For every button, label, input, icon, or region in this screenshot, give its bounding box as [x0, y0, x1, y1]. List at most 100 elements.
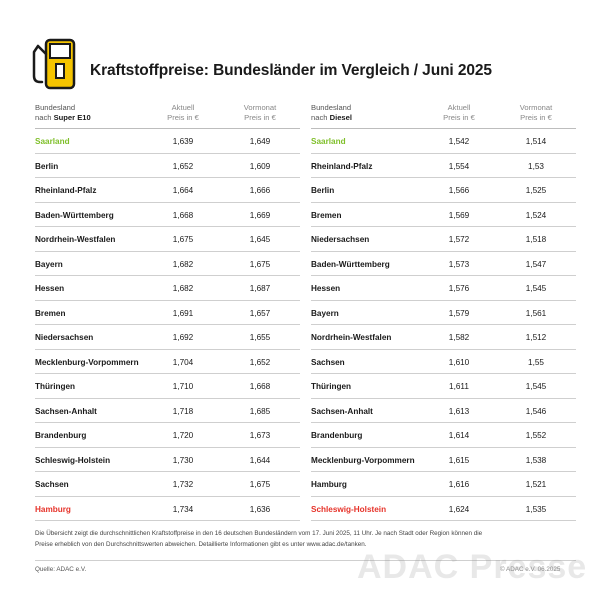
header-bundesland: Bundesland nach Diesel	[311, 103, 352, 122]
vormonat-price-cell: 1,655	[249, 333, 271, 342]
table-header: Bundesland nach Super E10 Aktuell Preis i…	[35, 102, 300, 129]
aktuell-price-cell: 1,613	[448, 406, 470, 416]
table-row: Berlin 1,566 1,525	[311, 178, 576, 203]
vormonat-price-cell: 1,535	[525, 504, 547, 514]
vormonat-price-cell: 1,545	[525, 382, 547, 391]
bundesland-cell: Bayern	[35, 259, 63, 269]
header-aktuell: Aktuell Preis in €	[443, 103, 475, 122]
vormonat-price-cell: 1,518	[525, 235, 547, 244]
table-row: Niedersachsen 1,692 1,655	[35, 325, 300, 350]
vormonat-price-cell: 1,636	[249, 504, 271, 514]
vormonat-price-cell: 1,645	[249, 235, 271, 244]
bundesland-cell: Nordrhein-Westfalen	[311, 333, 392, 342]
aktuell-price-cell: 1,616	[448, 480, 470, 489]
vormonat-price-cell: 1,545	[525, 284, 547, 293]
aktuell-price-cell: 1,710	[172, 382, 194, 391]
table-row: Sachsen-Anhalt 1,613 1,546	[311, 399, 576, 423]
vormonat-price-cell: 1,55	[528, 357, 544, 367]
bundesland-cell: Brandenburg	[35, 431, 87, 440]
header-vormonat: Vormonat Preis in €	[243, 103, 277, 122]
bundesland-cell: Hamburg	[35, 504, 71, 514]
aktuell-price-cell: 1,542	[448, 137, 470, 146]
table-row: Nordrhein-Westfalen 1,582 1,512	[311, 325, 576, 350]
aktuell-price-cell: 1,682	[172, 284, 194, 293]
vormonat-price-cell: 1,675	[249, 480, 271, 489]
bundesland-cell: Saarland	[35, 137, 70, 146]
vormonat-price-cell: 1,521	[525, 480, 547, 489]
bundesland-cell: Niedersachsen	[35, 333, 94, 342]
vormonat-price-cell: 1,666	[249, 186, 271, 195]
table-row: Schleswig-Holstein 1,624 1,535	[311, 497, 576, 521]
table-row: Saarland 1,542 1,514	[311, 129, 576, 154]
bundesland-cell: Hessen	[35, 284, 65, 293]
table-row: Nordrhein-Westfalen 1,675 1,645	[35, 227, 300, 252]
bundesland-cell: Schleswig-Holstein	[35, 455, 111, 465]
bundesland-cell: Sachsen	[311, 357, 345, 367]
header-bundesland: Bundesland nach Super E10	[35, 103, 91, 122]
footnote-line: Die Übersicht zeigt die durchschnittlich…	[35, 530, 483, 537]
vormonat-price-cell: 1,53	[528, 161, 544, 171]
super-e10-table: Bundesland nach Super E10 Aktuell Preis i…	[35, 102, 300, 521]
table-row: Bremen 1,691 1,657	[35, 301, 300, 325]
table-body: Saarland 1,639 1,649 Berlin 1,652 1,609 Rheinl…	[35, 129, 300, 521]
aktuell-price-cell: 1,682	[172, 259, 194, 269]
aktuell-price-cell: 1,668	[172, 210, 194, 220]
aktuell-price-cell: 1,582	[448, 333, 470, 342]
table-row: Brandenburg 1,614 1,552	[311, 423, 576, 448]
aktuell-price-cell: 1,566	[448, 186, 470, 195]
table-row: Berlin 1,652 1,609	[35, 154, 300, 178]
bundesland-cell: Sachsen-Anhalt	[35, 406, 97, 416]
vormonat-price-cell: 1,687	[249, 284, 271, 293]
table-row: Hamburg 1,616 1,521	[311, 472, 576, 497]
aktuell-price-cell: 1,691	[172, 308, 194, 318]
vormonat-price-cell: 1,644	[249, 455, 271, 465]
vormonat-price-cell: 1,673	[249, 431, 271, 440]
table-body: Saarland 1,542 1,514 Rheinland-Pfalz 1,554 1,…	[311, 129, 576, 521]
vormonat-price-cell: 1,546	[525, 406, 547, 416]
bundesland-cell: Rheinland-Pfalz	[35, 186, 97, 195]
table-row: Hessen 1,682 1,687	[35, 276, 300, 301]
table-row: Sachsen 1,610 1,55	[311, 350, 576, 374]
header-vormonat: Vormonat Preis in €	[519, 103, 553, 122]
header-aktuell: Aktuell Preis in €	[167, 103, 199, 122]
vormonat-price-cell: 1,514	[525, 137, 547, 146]
source-label: Quelle: ADAC e.V.	[35, 566, 87, 573]
bundesland-cell: Nordrhein-Westfalen	[35, 235, 116, 244]
table-row: Brandenburg 1,720 1,673	[35, 423, 300, 448]
aktuell-price-cell: 1,720	[172, 431, 194, 440]
vormonat-price-cell: 1,668	[249, 382, 271, 391]
aktuell-price-cell: 1,614	[448, 431, 470, 440]
vormonat-price-cell: 1,512	[525, 333, 547, 342]
vormonat-price-cell: 1,524	[525, 210, 547, 220]
bundesland-cell: Niedersachsen	[311, 235, 370, 244]
aktuell-price-cell: 1,624	[448, 504, 470, 514]
table-row: Saarland 1,639 1,649	[35, 129, 300, 154]
table-row: Hessen 1,576 1,545	[311, 276, 576, 301]
aktuell-price-cell: 1,554	[448, 161, 470, 171]
bundesland-cell: Rheinland-Pfalz	[311, 161, 373, 171]
aktuell-price-cell: 1,652	[172, 161, 194, 171]
bundesland-cell: Baden-Württemberg	[35, 210, 114, 220]
aktuell-price-cell: 1,734	[172, 504, 194, 514]
aktuell-price-cell: 1,639	[172, 137, 194, 146]
copyright-label: © ADAC e.V. 06.2025	[500, 566, 561, 573]
aktuell-price-cell: 1,704	[172, 357, 194, 367]
bundesland-cell: Baden-Württemberg	[311, 259, 390, 269]
bundesland-cell: Hessen	[311, 284, 341, 293]
bundesland-cell: Thüringen	[35, 382, 76, 391]
aktuell-price-cell: 1,569	[448, 210, 470, 220]
aktuell-price-cell: 1,692	[172, 333, 194, 342]
table-row: Bremen 1,569 1,524	[311, 203, 576, 227]
vormonat-price-cell: 1,552	[525, 431, 547, 440]
vormonat-price-cell: 1,675	[249, 259, 271, 269]
footnote: Die Übersicht zeigt die durchschnittlich…	[35, 529, 580, 550]
fuel-pump-icon	[32, 38, 76, 90]
bundesland-cell: Sachsen	[35, 480, 69, 489]
table-row: Hamburg 1,734 1,636	[35, 497, 300, 521]
aktuell-price-cell: 1,718	[172, 406, 194, 416]
page-title: Kraftstoffpreise: Bundesländer im Vergle…	[90, 62, 492, 79]
table-row: Thüringen 1,710 1,668	[35, 374, 300, 399]
bundesland-cell: Berlin	[311, 186, 335, 195]
table-row: Rheinland-Pfalz 1,554 1,53	[311, 154, 576, 178]
bundesland-cell: Berlin	[35, 161, 59, 171]
